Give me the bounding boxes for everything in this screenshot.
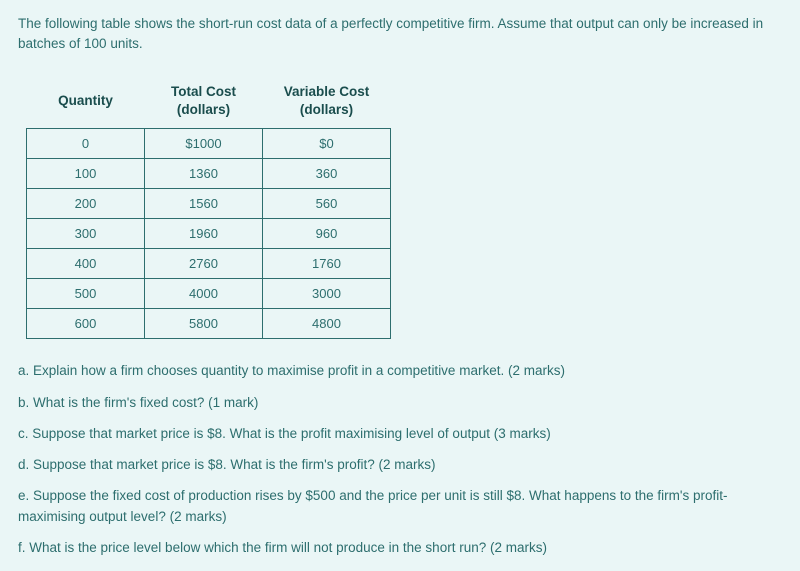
cell-tc: 4000 — [145, 279, 263, 309]
cell-qty: 300 — [27, 219, 145, 249]
header-tc-sub: (dollars) — [159, 101, 249, 120]
question-f: f. What is the price level below which t… — [18, 538, 782, 558]
cost-data-table: Quantity Total Cost (dollars) Variable C… — [26, 75, 391, 340]
table-row: 500 4000 3000 — [27, 279, 391, 309]
question-c: c. Suppose that market price is $8. What… — [18, 424, 782, 444]
header-variable-cost: Variable Cost (dollars) — [263, 75, 391, 129]
cell-tc: 1960 — [145, 219, 263, 249]
header-vc-main: Variable Cost — [284, 84, 370, 99]
header-qty-label: Quantity — [58, 93, 113, 108]
cell-qty: 0 — [27, 129, 145, 159]
question-a: a. Explain how a firm chooses quantity t… — [18, 361, 782, 381]
cell-vc: $0 — [263, 129, 391, 159]
cell-qty: 200 — [27, 189, 145, 219]
cell-vc: 1760 — [263, 249, 391, 279]
question-d: d. Suppose that market price is $8. What… — [18, 455, 782, 475]
cell-tc: $1000 — [145, 129, 263, 159]
table-row: 200 1560 560 — [27, 189, 391, 219]
cell-qty: 500 — [27, 279, 145, 309]
header-total-cost: Total Cost (dollars) — [145, 75, 263, 129]
cell-qty: 600 — [27, 309, 145, 339]
table-row: 0 $1000 $0 — [27, 129, 391, 159]
cell-qty: 400 — [27, 249, 145, 279]
cell-tc: 5800 — [145, 309, 263, 339]
table-row: 400 2760 1760 — [27, 249, 391, 279]
questions-block: a. Explain how a firm chooses quantity t… — [18, 361, 782, 558]
header-vc-sub: (dollars) — [277, 101, 377, 120]
cell-vc: 560 — [263, 189, 391, 219]
cell-vc: 960 — [263, 219, 391, 249]
table-row: 600 5800 4800 — [27, 309, 391, 339]
header-tc-main: Total Cost — [171, 84, 236, 99]
intro-paragraph: The following table shows the short-run … — [18, 14, 782, 55]
cell-tc: 2760 — [145, 249, 263, 279]
header-quantity: Quantity — [27, 75, 145, 129]
table-header-row: Quantity Total Cost (dollars) Variable C… — [27, 75, 391, 129]
cell-vc: 360 — [263, 159, 391, 189]
table-row: 300 1960 960 — [27, 219, 391, 249]
question-e: e. Suppose the fixed cost of production … — [18, 486, 782, 527]
table-row: 100 1360 360 — [27, 159, 391, 189]
cell-tc: 1560 — [145, 189, 263, 219]
table-body: 0 $1000 $0 100 1360 360 200 1560 560 300… — [27, 129, 391, 339]
cell-vc: 4800 — [263, 309, 391, 339]
cell-qty: 100 — [27, 159, 145, 189]
cell-tc: 1360 — [145, 159, 263, 189]
cell-vc: 3000 — [263, 279, 391, 309]
question-b: b. What is the firm's fixed cost? (1 mar… — [18, 393, 782, 413]
